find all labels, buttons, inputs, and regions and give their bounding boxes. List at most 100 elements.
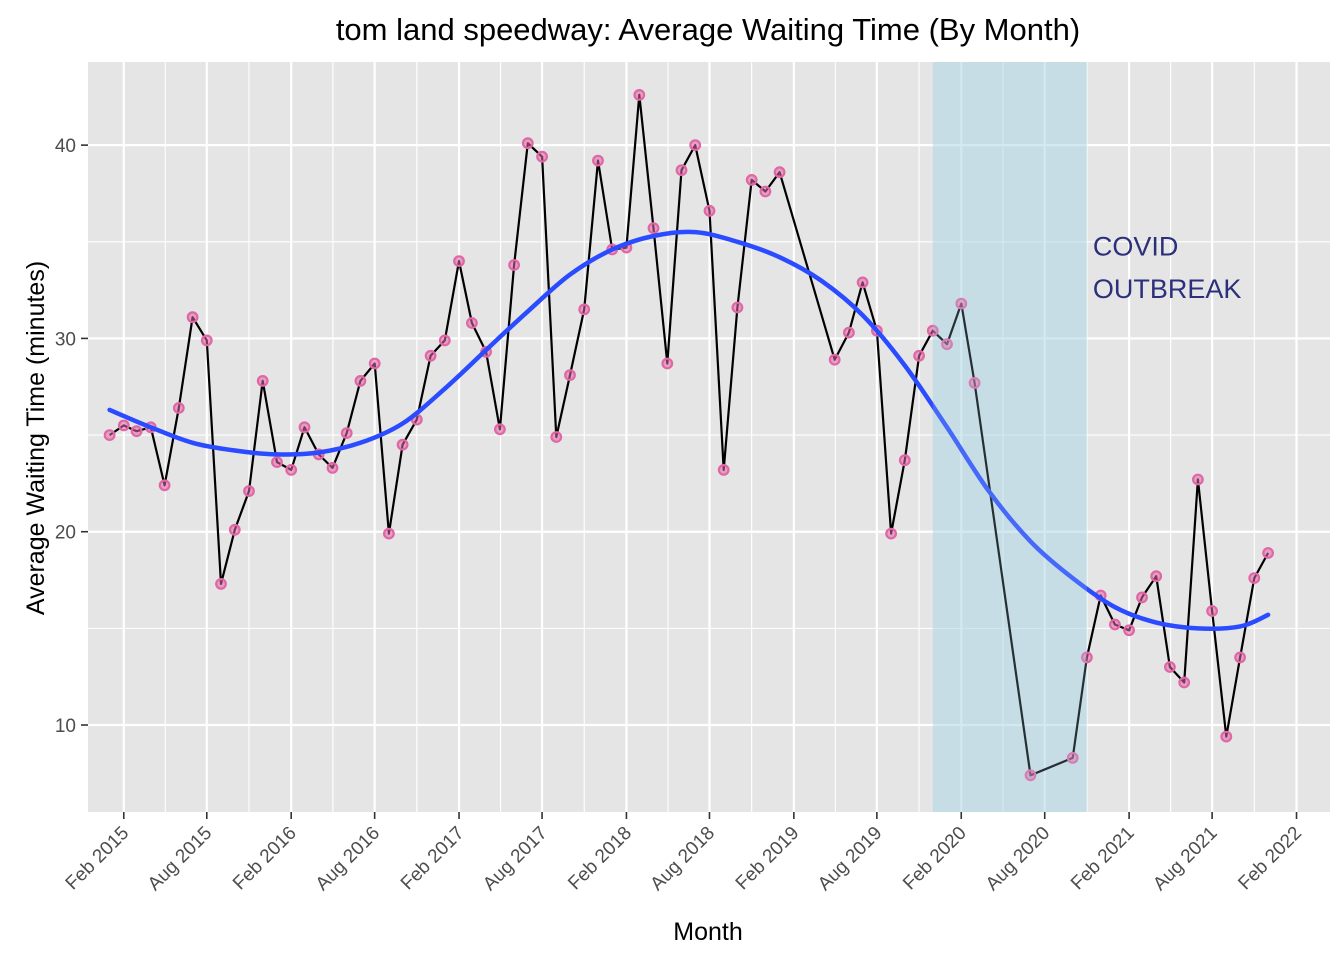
chart-title: tom land speedway: Average Waiting Time … <box>336 12 1080 47</box>
data-point <box>1191 473 1204 486</box>
x-tick-label: Feb 2021 <box>1067 823 1139 895</box>
data-point <box>368 357 381 370</box>
data-point <box>200 334 213 347</box>
data-point <box>1150 570 1163 583</box>
data-point <box>885 527 897 540</box>
data-point <box>396 438 409 451</box>
data-point <box>913 349 925 362</box>
data-point <box>130 425 143 438</box>
data-point <box>1123 624 1135 637</box>
data-point <box>1206 605 1218 617</box>
data-point <box>773 166 786 179</box>
data-point <box>271 456 283 469</box>
data-point <box>926 324 939 337</box>
observed-series-line <box>108 93 1270 777</box>
data-point <box>508 259 520 271</box>
data-point <box>578 303 591 316</box>
x-axis: Feb 2015 Aug 2015 Feb 2016 Aug 2016 Feb 2017… <box>62 812 1306 895</box>
data-point <box>592 154 604 167</box>
x-tick-label: Feb 2019 <box>732 823 804 895</box>
data-point <box>1220 730 1233 743</box>
covid-shaded-region <box>932 62 1087 812</box>
data-point <box>117 419 130 432</box>
data-point <box>215 578 227 590</box>
y-axis-title: Average Waiting Time (minutes) <box>22 261 50 615</box>
x-tick-label: Aug 2017 <box>479 823 551 895</box>
x-axis-title: Month <box>673 918 742 946</box>
annotation-line-2: OUTBREAK <box>1093 274 1242 304</box>
data-point <box>536 150 548 163</box>
data-point <box>466 317 478 329</box>
data-point <box>1136 591 1148 604</box>
data-point <box>521 137 534 150</box>
x-tick-label: Feb 2018 <box>564 823 636 895</box>
data-point <box>717 464 730 476</box>
data-point <box>326 462 339 474</box>
data-point <box>1108 618 1121 631</box>
major-gridlines <box>88 62 1330 812</box>
data-point <box>703 204 716 217</box>
data-point <box>103 429 116 442</box>
x-tick-label: Feb 2020 <box>899 823 971 895</box>
data-point <box>731 301 744 314</box>
x-tick-label: Aug 2019 <box>814 823 886 895</box>
x-tick-label: Feb 2017 <box>397 823 469 895</box>
data-point <box>689 139 702 152</box>
data-point <box>494 423 506 436</box>
annotation-line-1: COVID <box>1093 231 1179 261</box>
x-tick-label: Aug 2018 <box>647 823 719 895</box>
data-point <box>1066 752 1079 764</box>
data-point <box>256 375 269 387</box>
y-tick-label: 10 <box>55 716 76 737</box>
x-tick-label: Feb 2016 <box>229 823 301 895</box>
x-tick-label: Feb 2022 <box>1234 823 1306 895</box>
x-tick-label: Aug 2016 <box>312 823 384 895</box>
data-point <box>158 479 171 492</box>
data-point <box>1024 769 1037 782</box>
data-point <box>828 353 841 366</box>
data-point <box>1080 651 1093 664</box>
data-point <box>898 454 911 467</box>
data-point <box>340 427 353 440</box>
data-point <box>424 349 437 362</box>
y-tick-label: 20 <box>55 523 76 544</box>
data-point <box>243 485 255 498</box>
data-point <box>298 421 311 434</box>
x-tick-label: Aug 2015 <box>144 823 216 895</box>
y-tick-label: 30 <box>55 329 76 350</box>
data-point <box>955 297 968 310</box>
data-point <box>383 527 395 540</box>
data-point <box>453 255 465 268</box>
data-point <box>186 311 199 324</box>
data-marks <box>103 62 1274 812</box>
data-point <box>675 164 688 177</box>
x-tick-label: Aug 2021 <box>1149 823 1221 895</box>
data-point <box>856 276 869 289</box>
data-point <box>1262 547 1274 559</box>
data-point <box>1163 661 1176 673</box>
data-point <box>843 326 855 339</box>
data-point <box>647 222 660 235</box>
covid-annotation: COVID OUTBREAK <box>1093 231 1242 304</box>
data-point <box>550 431 563 443</box>
data-point <box>228 523 241 536</box>
data-point <box>745 173 758 186</box>
data-point <box>1178 676 1191 689</box>
data-point <box>941 338 953 351</box>
x-tick-label: Aug 2020 <box>982 823 1054 895</box>
data-point <box>354 375 367 387</box>
data-point <box>172 402 185 414</box>
data-point <box>968 377 981 389</box>
covid-shaded-region-overlay <box>932 62 1087 812</box>
data-point <box>661 357 674 370</box>
data-point <box>438 334 451 347</box>
data-point <box>1248 572 1261 584</box>
data-point <box>285 464 298 476</box>
data-point <box>564 369 576 382</box>
data-point <box>1234 651 1246 664</box>
y-axis: 10 20 30 40 <box>55 136 88 737</box>
data-point <box>759 185 772 198</box>
data-point <box>633 88 646 101</box>
x-tick-label: Feb 2015 <box>62 823 134 895</box>
